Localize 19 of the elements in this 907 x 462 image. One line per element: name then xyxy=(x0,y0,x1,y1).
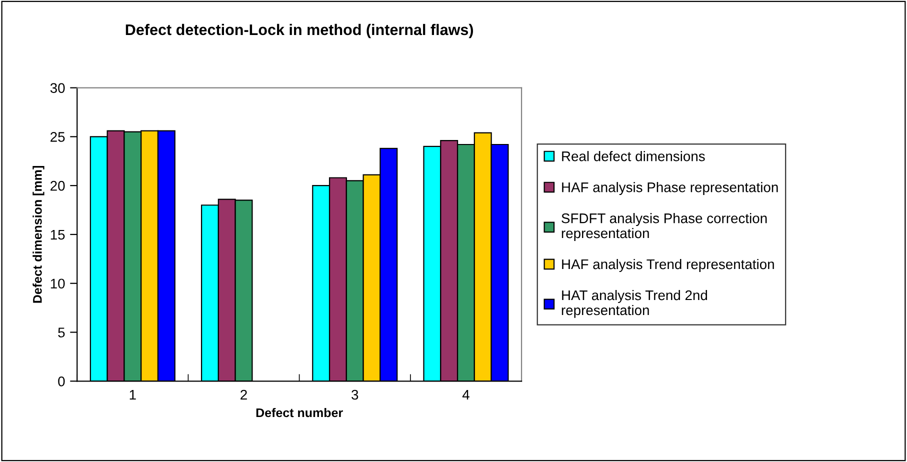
x-tick-label: 3 xyxy=(352,390,358,400)
y-tick-label: 30 xyxy=(50,83,65,93)
x-tick-label: 4 xyxy=(462,390,470,400)
y-tick-label: 20 xyxy=(50,180,65,191)
x-tick-label: 2 xyxy=(240,390,247,400)
y-tick-label: 25 xyxy=(50,132,65,142)
legend-label: HAF analysis Phase representation xyxy=(562,182,778,195)
legend-label: Real defect dimensions xyxy=(562,151,705,162)
legend-label: HAT analysis Trend 2nd representation xyxy=(562,290,708,318)
y-axis-title: Defect dimension [mm] xyxy=(32,166,44,303)
y-tick-label: 10 xyxy=(50,278,65,289)
chart-title: Defect detection-Lock in method (internal flaws) xyxy=(126,24,474,38)
y-tick-label: 5 xyxy=(58,328,65,338)
legend-label: HAF analysis Trend representation xyxy=(562,258,774,272)
legend-label: SFDFT analysis Phase correction representation xyxy=(562,213,767,241)
x-axis-title: Defect number xyxy=(256,408,343,418)
y-tick-label: 0 xyxy=(58,376,65,386)
y-tick-label: 15 xyxy=(50,230,65,240)
x-tick-label: 1 xyxy=(130,390,136,400)
